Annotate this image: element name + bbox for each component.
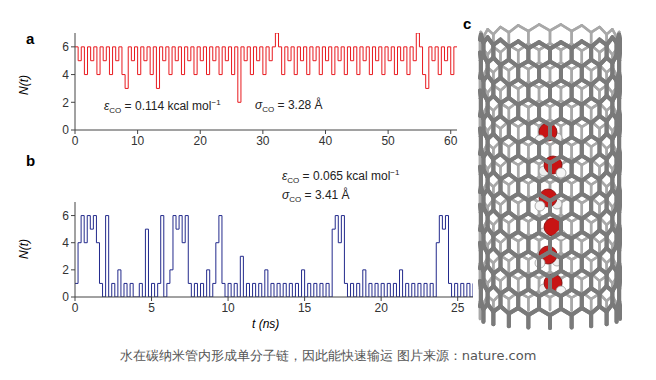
svg-text:15: 15 (298, 301, 312, 315)
svg-text:0: 0 (62, 123, 69, 137)
svg-text:20: 20 (194, 134, 208, 148)
svg-text:0: 0 (72, 301, 79, 315)
svg-text:2: 2 (62, 96, 69, 110)
svg-text:10: 10 (131, 134, 145, 148)
svg-text:40: 40 (319, 134, 333, 148)
html-text:σCO= 3.28 Å: σCO= 3.28 Å (255, 98, 323, 115)
html-text:c: c (463, 15, 472, 32)
html-text:εCO= 0.065 kcal mol−1: εCO= 0.065 kcal mol−1 (282, 168, 400, 186)
svg-text:0: 0 (62, 290, 69, 304)
html-text:水在碳纳米管内形成单分子链，因此能快速输运 图片来源：nat: 水在碳纳米管内形成单分子链，因此能快速输运 图片来源：nature.com (119, 348, 537, 363)
svg-text:30: 30 (256, 134, 270, 148)
svg-text:0: 0 (72, 134, 79, 148)
svg-text:6: 6 (62, 40, 69, 54)
html-text:N(t): N(t) (17, 75, 31, 95)
svg-text:25: 25 (451, 301, 465, 315)
svg-text:5: 5 (148, 301, 155, 315)
html-text:t (ns): t (ns) (252, 317, 280, 331)
svg-text:4: 4 (62, 68, 69, 82)
svg-text:4: 4 (62, 236, 69, 250)
html-text:εCO= 0.114 kcal mol−1: εCO= 0.114 kcal mol−1 (104, 98, 221, 116)
html-text:N(t): N(t) (17, 239, 31, 259)
svg-text:6: 6 (62, 209, 69, 223)
svg-text:2: 2 (62, 263, 69, 277)
svg-text:20: 20 (374, 301, 388, 315)
html-text:b: b (26, 152, 36, 169)
html-text:σCO= 3.41 Å: σCO= 3.41 Å (282, 188, 350, 205)
svg-text:50: 50 (381, 134, 395, 148)
svg-text:60: 60 (444, 134, 458, 148)
html-text:a: a (26, 30, 35, 47)
svg-text:10: 10 (221, 301, 235, 315)
